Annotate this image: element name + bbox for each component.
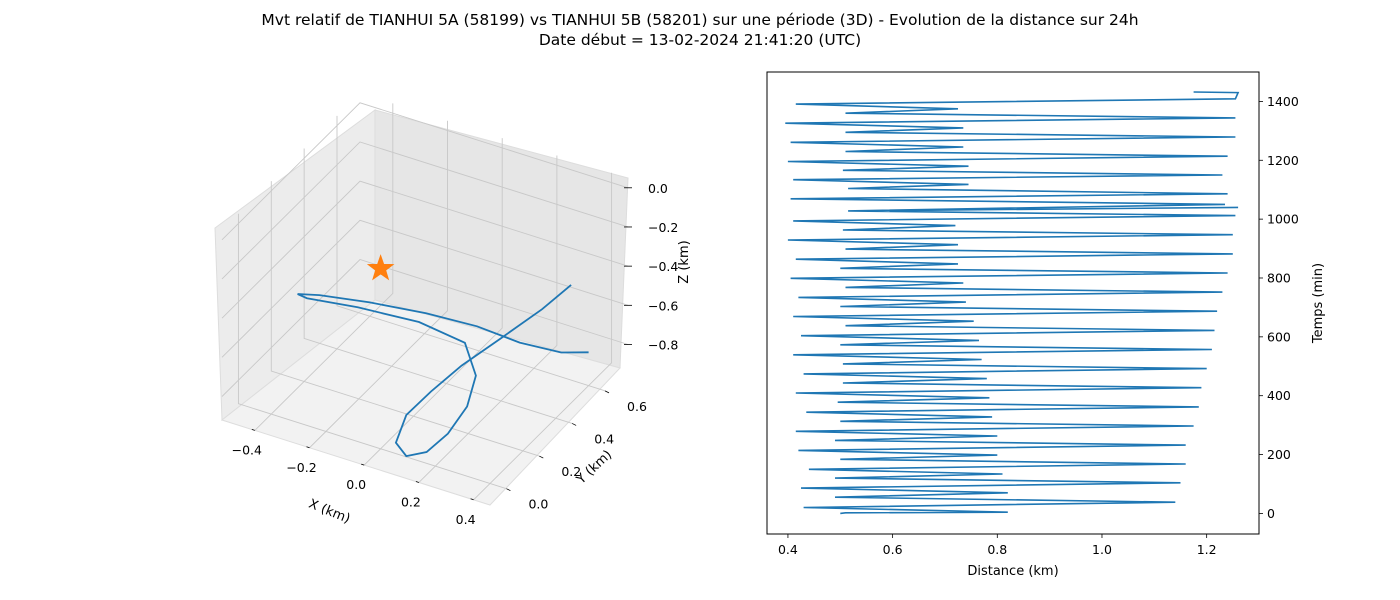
y-tick-label-2d: 200 <box>1267 447 1291 462</box>
x-tick-label-2d: 0.8 <box>987 542 1007 557</box>
tick-marks-2d: 0.4 0.6 0.8 1.0 1.2 0 200 400 600 800 1000 1200 1400 <box>778 94 1299 557</box>
y-tick-label: 0.6 <box>627 399 647 414</box>
z-axis-label: Z (km) <box>677 240 692 283</box>
grid-3d <box>221 102 629 501</box>
grid-line-x <box>418 155 558 483</box>
x-axis-label-2d: Distance (km) <box>967 564 1058 579</box>
z-tick-label: −0.8 <box>648 337 678 352</box>
grid-line-z <box>221 219 629 358</box>
grid-line-y <box>270 181 540 457</box>
y-tick-label-2d: 1200 <box>1267 153 1299 168</box>
x-tick-label: 0.2 <box>401 494 421 509</box>
z-tick-label: −0.6 <box>648 298 678 313</box>
y-tick-label-2d: 600 <box>1267 329 1291 344</box>
origin-star-marker <box>366 254 395 281</box>
grid-line-y <box>336 115 606 392</box>
grid-line-z <box>221 258 629 397</box>
y-tick-label-2d: 400 <box>1267 388 1291 403</box>
x-tick-mark <box>361 463 365 466</box>
y-tick-mark <box>604 390 610 394</box>
grid-line-x <box>309 120 448 449</box>
x-tick-label: 0.4 <box>456 512 476 527</box>
grid-line-z <box>221 180 629 319</box>
y-tick-label-2d: 1000 <box>1267 212 1299 227</box>
grid-line-z <box>221 102 629 241</box>
x-tick-label: −0.2 <box>286 460 316 475</box>
distance-series-line <box>785 91 1240 515</box>
plot-2d: 0.4 0.6 0.8 1.0 1.2 0 200 400 600 800 1000 1200 1400… <box>766 71 1326 579</box>
x-tick-label: 0.0 <box>346 477 366 492</box>
y-tick-label: 0.4 <box>594 431 614 446</box>
plot-3d: −0.4 −0.2 0.0 0.2 0.4 0.0 0.2 0.4 0.6 0.0 −0.2 −0.4… <box>214 102 692 527</box>
y-axis-label-2d: Temps (min) <box>1311 263 1326 344</box>
z-tick-label: 0.0 <box>648 181 668 196</box>
grid-line-x <box>254 103 394 431</box>
z-tick-label: −0.4 <box>648 259 678 274</box>
x-tick-label-2d: 0.4 <box>778 542 798 557</box>
x-tick-label-2d: 0.6 <box>883 542 903 557</box>
x-tick-label-2d: 1.0 <box>1092 542 1112 557</box>
y-tick-mark <box>506 488 511 492</box>
y-tick-label-2d: 1400 <box>1267 94 1299 109</box>
plot-frame <box>766 71 1260 535</box>
axes-3d <box>251 187 632 501</box>
grid-line-x <box>473 172 613 501</box>
tick-labels-3d: −0.4 −0.2 0.0 0.2 0.4 0.0 0.2 0.4 0.6 0.0 −0.2 −0.4… <box>232 181 679 527</box>
x-tick-mark <box>470 498 474 501</box>
trajectory-line <box>297 284 589 458</box>
y-tick-label: 0.0 <box>528 497 548 512</box>
x-tick-label-2d: 1.2 <box>1197 542 1217 557</box>
chart-subtitle: Date début = 13-02-2024 21:41:20 (UTC) <box>538 31 862 49</box>
x-axis-label: X (km) <box>306 497 352 527</box>
grid-line-y <box>303 148 573 424</box>
grid-line-y <box>237 213 507 490</box>
y-tick-mark <box>539 455 544 459</box>
y-tick-mark <box>571 423 577 426</box>
grid-line-x <box>363 138 503 466</box>
x-tick-mark <box>251 429 255 431</box>
x-tick-mark <box>415 481 420 483</box>
z-tick-label: −0.2 <box>648 220 678 235</box>
x-tick-mark <box>306 446 310 449</box>
x-tick-label: −0.4 <box>232 442 262 457</box>
grid-line-z <box>221 141 629 280</box>
y-tick-label-2d: 0 <box>1267 506 1275 521</box>
y-tick-label: 0.2 <box>561 464 581 479</box>
chart-title: Mvt relatif de TIANHUI 5A (58199) vs TIA… <box>261 11 1139 29</box>
y-tick-label-2d: 800 <box>1267 270 1291 285</box>
